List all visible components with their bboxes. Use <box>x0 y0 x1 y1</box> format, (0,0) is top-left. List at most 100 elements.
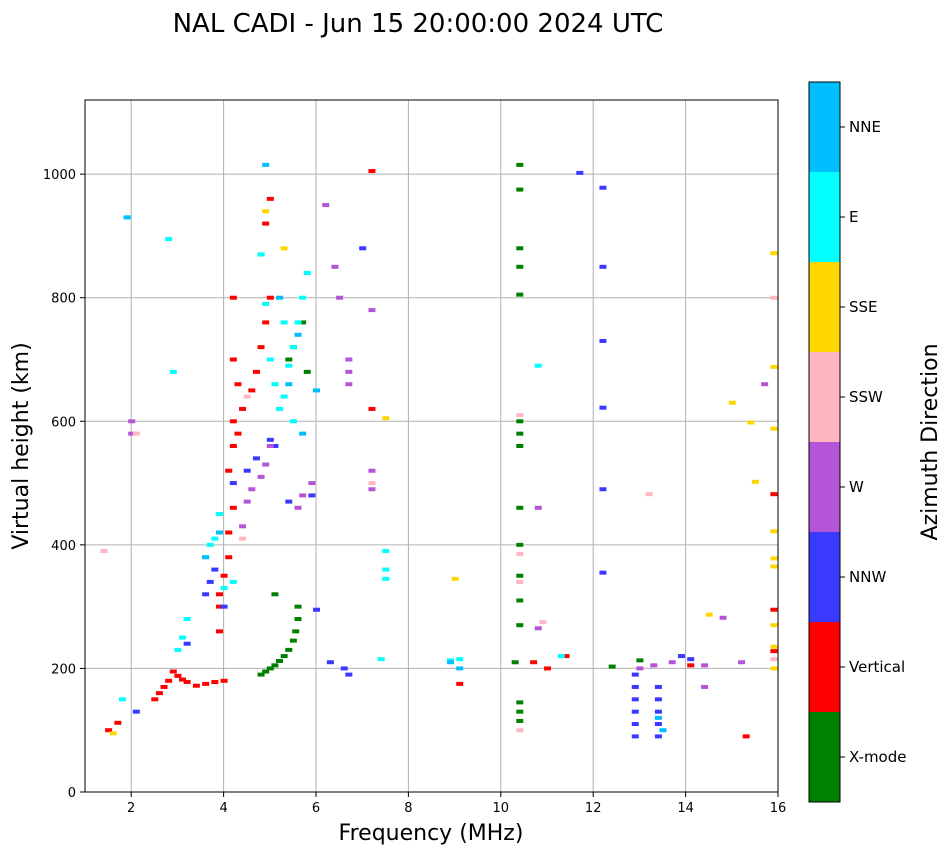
echo-nnw <box>202 592 210 597</box>
echo-vertical <box>770 607 778 612</box>
echo-nnw <box>229 481 237 486</box>
echo-w <box>299 493 307 498</box>
echo-e <box>285 363 293 368</box>
echo-nnw <box>599 185 607 190</box>
echo-ssw <box>516 579 524 584</box>
echo-nnw <box>654 734 662 739</box>
echo-x-mode <box>516 623 524 628</box>
colorbar-tick-label: SSE <box>849 298 878 316</box>
echo-w <box>636 666 644 671</box>
echo-x-mode <box>516 718 524 723</box>
echo-nnw <box>183 641 191 646</box>
echo-w <box>308 481 316 486</box>
echo-vertical <box>160 684 168 689</box>
echo-nnw <box>340 666 348 671</box>
echo-sse <box>770 364 778 369</box>
echo-nnw <box>308 493 316 498</box>
echo-x-mode <box>262 669 270 674</box>
colorbar-segment <box>809 622 840 712</box>
echo-nnw <box>345 672 353 677</box>
echo-nnw <box>313 607 320 612</box>
echo-nnw <box>211 567 219 572</box>
echo-sse <box>728 400 736 405</box>
echo-sse <box>770 564 778 569</box>
echo-ssw <box>516 728 524 733</box>
echo-ssw <box>516 552 524 557</box>
echo-vertical <box>229 444 237 448</box>
echo-vertical <box>530 660 538 665</box>
echo-vertical <box>165 678 173 683</box>
echo-x-mode <box>516 187 524 192</box>
y-tick-label: 800 <box>51 292 76 307</box>
echo-nnw <box>220 604 228 609</box>
echo-x-mode <box>516 573 524 578</box>
x-axis-label: Frequency (MHz) <box>339 821 524 846</box>
echo-nnw <box>631 697 639 702</box>
echo-w <box>266 444 274 448</box>
echo-e <box>174 647 182 652</box>
echo-w <box>368 308 376 313</box>
echo-nne <box>123 215 131 220</box>
echo-nnw <box>687 657 695 662</box>
echo-ssw <box>368 481 376 486</box>
echo-nne <box>456 666 464 671</box>
y-tick-label: 600 <box>51 415 76 430</box>
colorbar-segment <box>809 82 840 172</box>
azimuth-colorbar: X-mode Vertical NNW W SSW SSE E NNE <box>808 81 906 803</box>
echo-w <box>262 462 270 467</box>
y-axis-label: Virtual height (km) <box>9 342 34 549</box>
echo-vertical <box>169 669 177 674</box>
echo-vertical <box>192 683 200 688</box>
x-axis-ticks: 2 4 6 8 10 12 14 16 <box>127 792 786 816</box>
echo-nne <box>276 295 284 300</box>
echo-x-mode <box>294 617 302 621</box>
echo-vertical <box>155 691 163 696</box>
echo-x-mode <box>276 659 284 664</box>
echo-x-mode <box>285 647 293 652</box>
echo-x-mode <box>271 663 279 668</box>
echo-w <box>322 203 330 208</box>
echo-ssw <box>132 431 140 436</box>
echo-x-mode <box>511 660 519 665</box>
echo-x-mode <box>516 264 524 269</box>
y-tick-label: 200 <box>51 662 76 677</box>
echo-x-mode <box>257 672 265 677</box>
echo-ssw <box>645 492 653 497</box>
echo-sse <box>109 731 117 736</box>
echo-nnw <box>359 246 367 251</box>
echo-vertical <box>262 221 270 226</box>
echo-w <box>331 264 339 269</box>
colorbar-tick-label: X-mode <box>849 748 906 766</box>
x-tick-label: 12 <box>585 801 602 816</box>
echo-nne <box>654 715 662 720</box>
colorbar-segment <box>809 712 840 802</box>
data-marks <box>100 162 778 739</box>
plot-frame <box>84 99 779 793</box>
echo-e <box>289 419 297 424</box>
echo-e <box>280 394 288 399</box>
echo-w <box>248 487 256 492</box>
echo-vertical <box>215 604 223 609</box>
echo-sse <box>280 246 288 251</box>
echo-x-mode <box>516 246 524 251</box>
echo-e <box>262 301 270 306</box>
echo-nnw <box>599 338 607 343</box>
echo-ssw <box>100 549 108 554</box>
echo-vertical <box>770 649 778 654</box>
echo-e <box>382 549 390 554</box>
echo-vertical <box>220 573 228 578</box>
echo-vertical <box>239 406 247 411</box>
echo-vertical <box>770 492 778 497</box>
y-tick-label: 0 <box>68 786 76 801</box>
echo-e <box>534 363 542 368</box>
x-tick-label: 4 <box>219 801 227 816</box>
echo-nnw <box>206 579 214 584</box>
echo-nnw <box>599 405 607 410</box>
echo-x-mode <box>516 444 524 448</box>
echo-nnw <box>266 437 274 442</box>
echo-sse <box>770 623 778 628</box>
echo-e <box>165 237 173 242</box>
echo-x-mode <box>608 664 616 669</box>
echo-vertical <box>687 663 695 668</box>
echo-x-mode <box>271 592 279 597</box>
